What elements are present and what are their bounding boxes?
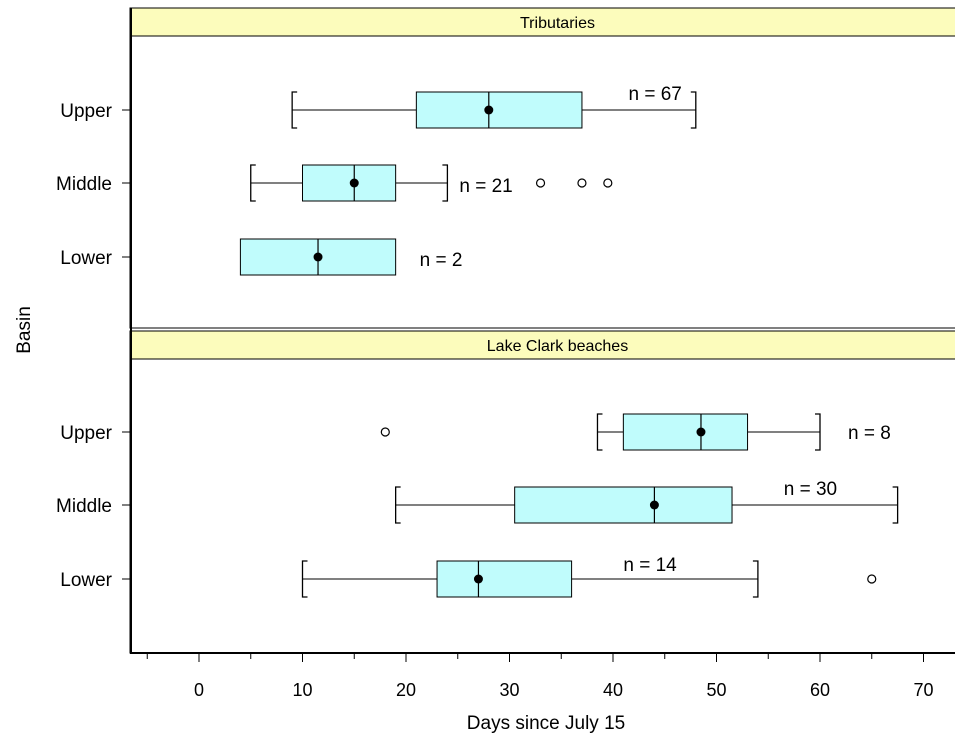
y-tick-label: Middle xyxy=(56,496,112,517)
y-tick-label: Lower xyxy=(60,570,112,591)
whisker-cap-high xyxy=(442,164,449,202)
panel-title: Lake Clark beaches xyxy=(487,338,628,355)
x-tick-label: 40 xyxy=(603,680,623,700)
whisker-cap-low xyxy=(395,486,401,524)
whisker-cap-low xyxy=(596,413,603,451)
box-tributaries-lower xyxy=(239,238,397,276)
n-label: n = 8 xyxy=(848,423,891,444)
x-tick-label: 20 xyxy=(396,680,416,700)
iqr-box xyxy=(622,413,749,451)
box-tributaries-upper xyxy=(291,91,697,129)
iqr-box xyxy=(302,164,397,202)
y-tick-label: Upper xyxy=(60,101,112,122)
mean-marker xyxy=(313,252,323,262)
outlier-point xyxy=(535,178,546,188)
x-axis-title: Days since July 15 xyxy=(467,713,625,734)
box-tributaries-middle xyxy=(250,164,613,202)
box-lake-clark-beaches-lower xyxy=(301,560,877,598)
panel-frame-0 xyxy=(129,7,955,329)
n-label: n = 67 xyxy=(629,84,682,105)
x-tick-label: 30 xyxy=(499,680,519,700)
n-label: n = 2 xyxy=(420,250,463,271)
y-tick-label: Lower xyxy=(60,248,112,269)
whisker-cap-high xyxy=(815,413,821,451)
mean-marker xyxy=(349,178,359,188)
whisker-cap-low xyxy=(301,560,308,598)
n-label: n = 21 xyxy=(459,176,512,197)
box-lake-clark-beaches-middle xyxy=(395,486,899,524)
x-tick-label: 0 xyxy=(194,680,204,700)
iqr-box xyxy=(415,91,583,129)
panel-title: Tributaries xyxy=(520,15,595,32)
outlier-point xyxy=(603,178,613,188)
y-axis-title: Basin xyxy=(14,306,35,354)
x-tick-label: 70 xyxy=(913,680,933,700)
box-lake-clark-beaches-upper xyxy=(380,413,821,451)
mean-marker xyxy=(473,574,483,584)
whisker-cap-high xyxy=(752,560,759,598)
x-tick-label: 50 xyxy=(706,680,726,700)
mean-marker xyxy=(484,105,494,115)
mean-marker xyxy=(649,500,659,510)
whisker-cap-low xyxy=(291,91,298,129)
whisker-cap-high xyxy=(690,91,697,129)
y-tick-label: Middle xyxy=(56,174,112,195)
outlier-point xyxy=(867,574,877,584)
x-tick-label: 60 xyxy=(810,680,830,700)
outlier-point xyxy=(577,178,587,188)
mean-marker xyxy=(696,427,706,437)
iqr-box xyxy=(436,560,573,598)
x-tick-label: 10 xyxy=(292,680,312,700)
n-label: n = 14 xyxy=(623,555,677,576)
outlier-point xyxy=(380,427,390,437)
whisker-cap-high xyxy=(892,486,899,524)
y-tick-label: Upper xyxy=(60,423,112,444)
iqr-box xyxy=(514,486,733,524)
whisker-cap-low xyxy=(250,164,256,202)
n-label: n = 30 xyxy=(784,479,837,500)
